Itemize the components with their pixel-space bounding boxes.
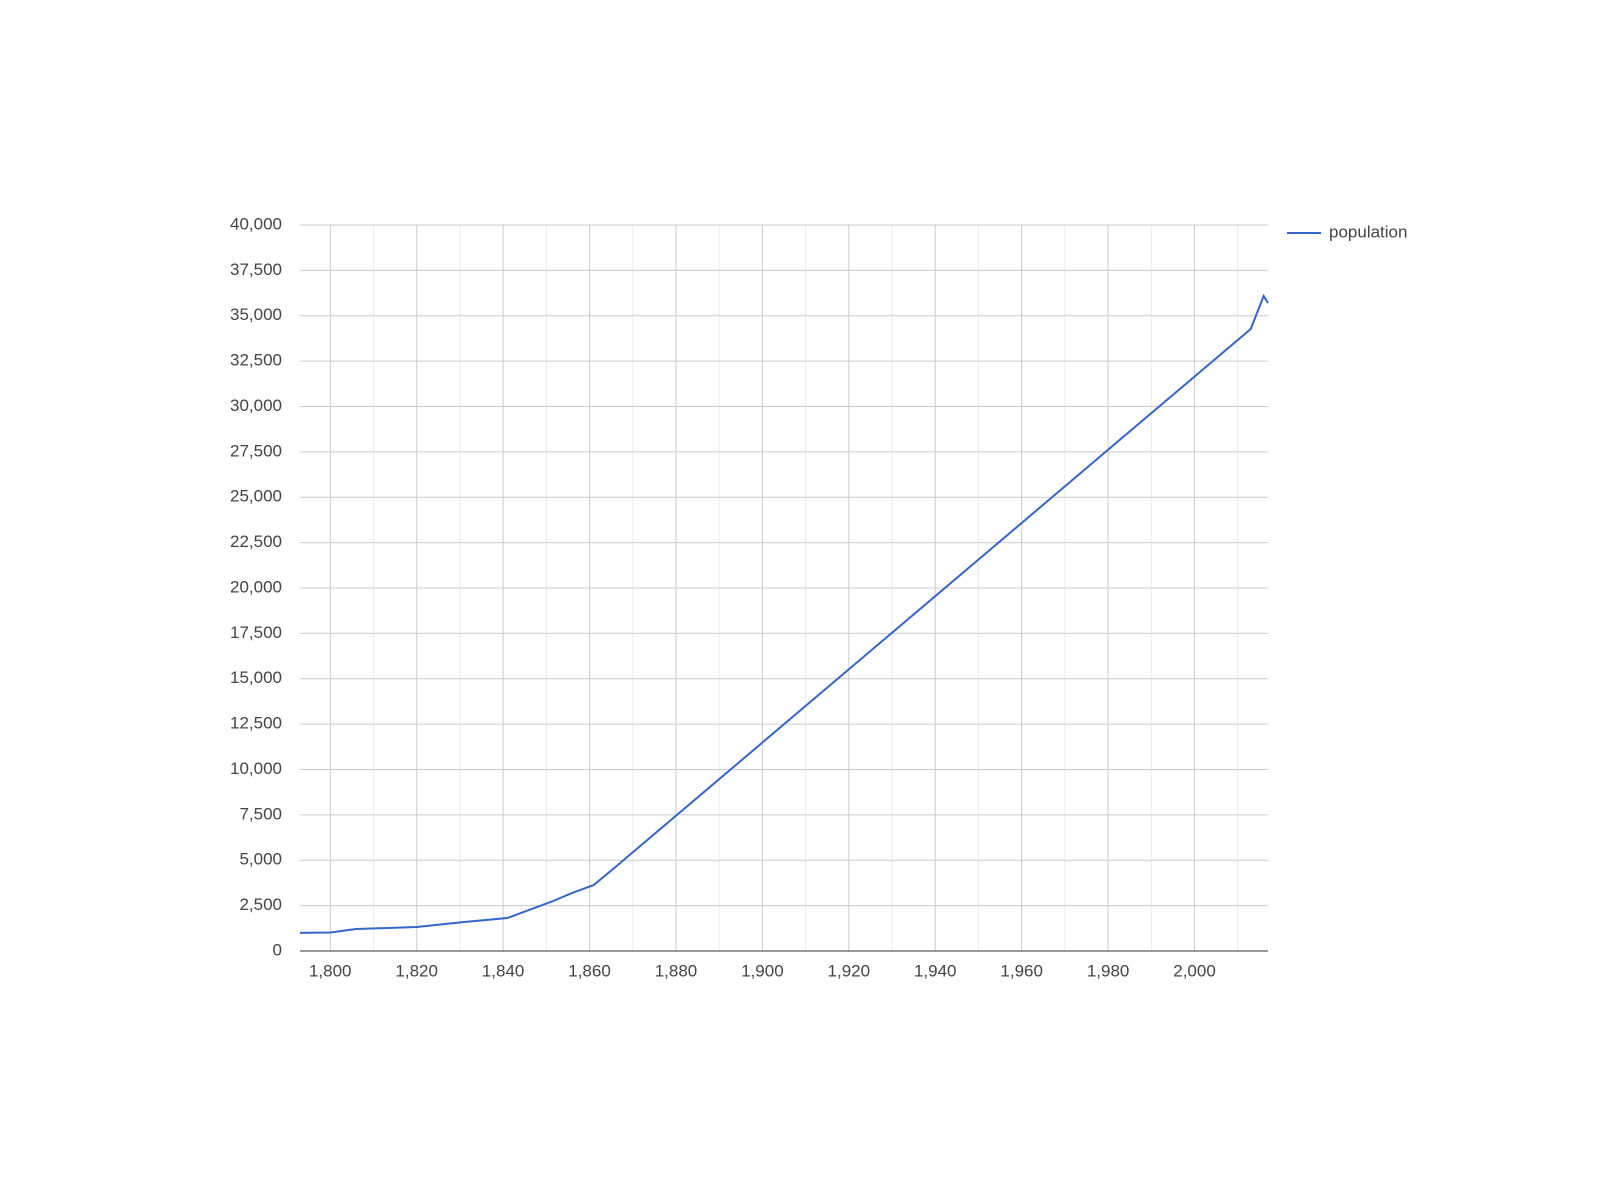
y-tick-label: 0 bbox=[273, 940, 282, 959]
y-tick-label: 37,500 bbox=[230, 260, 282, 279]
y-tick-label: 25,000 bbox=[230, 487, 282, 506]
y-tick-label: 35,000 bbox=[230, 305, 282, 324]
y-tick-label: 2,500 bbox=[239, 895, 282, 914]
x-tick-label: 1,860 bbox=[568, 961, 611, 980]
y-tick-label: 15,000 bbox=[230, 668, 282, 687]
data-line bbox=[299, 293, 1269, 934]
x-tick-label: 2,000 bbox=[1173, 961, 1216, 980]
y-tick-label: 22,500 bbox=[230, 532, 282, 551]
x-tick-label: 1,920 bbox=[828, 961, 871, 980]
y-tick-label: 40,000 bbox=[230, 214, 282, 233]
x-tick-label: 1,940 bbox=[914, 961, 957, 980]
y-tick-label: 17,500 bbox=[230, 623, 282, 642]
y-tick-label: 30,000 bbox=[230, 396, 282, 415]
y-tick-label: 32,500 bbox=[230, 351, 282, 370]
y-tick-label: 10,000 bbox=[230, 759, 282, 778]
y-tick-label: 7,500 bbox=[239, 804, 282, 823]
x-tick-label: 1,880 bbox=[655, 961, 698, 980]
x-tick-label: 1,840 bbox=[482, 961, 525, 980]
x-tick-label: 1,980 bbox=[1087, 961, 1130, 980]
y-tick-label: 5,000 bbox=[239, 850, 282, 869]
y-tick-label: 27,500 bbox=[230, 441, 282, 460]
y-tick-label: 12,500 bbox=[230, 714, 282, 733]
x-tick-label: 1,820 bbox=[395, 961, 438, 980]
legend-label: population bbox=[1329, 222, 1407, 241]
x-tick-label: 1,900 bbox=[741, 961, 784, 980]
y-tick-label: 20,000 bbox=[230, 577, 282, 596]
x-tick-label: 1,800 bbox=[309, 961, 352, 980]
x-tick-label: 1,960 bbox=[1000, 961, 1043, 980]
